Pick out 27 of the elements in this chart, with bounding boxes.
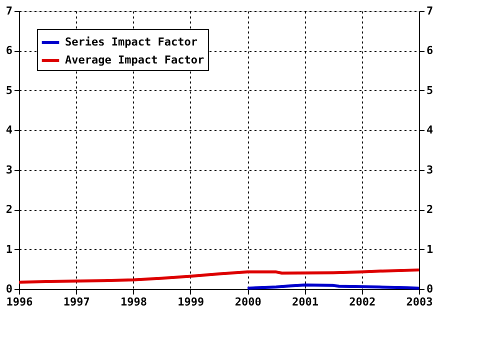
line-series bbox=[18, 268, 420, 284]
y2-tick-label: 1 bbox=[426, 242, 434, 256]
x-tick-label: 1999 bbox=[178, 296, 204, 308]
y2-tick-label: 0 bbox=[426, 282, 434, 296]
y-tick-label: 7 bbox=[6, 4, 12, 18]
x-tick-label: 1997 bbox=[63, 296, 90, 308]
y2-tick-label: 5 bbox=[426, 84, 434, 97]
y2-tick-label: 6 bbox=[426, 44, 434, 58]
y-tick-label: 3 bbox=[6, 163, 12, 176]
x-tick-label: 2002 bbox=[349, 296, 376, 308]
x-tick-label: 2001 bbox=[292, 296, 319, 308]
y-tick-label: 1 bbox=[6, 242, 13, 256]
x-tick-label: 2003 bbox=[406, 296, 433, 308]
x-tick-label: 1998 bbox=[120, 296, 148, 308]
y2-tick-label: 3 bbox=[426, 163, 434, 176]
y-tick-label: 2 bbox=[6, 203, 12, 216]
x-tick-label: 2000 bbox=[234, 296, 262, 308]
legend-label: Series Impact Factor bbox=[65, 36, 198, 48]
y-tick-label: 5 bbox=[6, 84, 12, 97]
y2-tick-label: 2 bbox=[426, 203, 434, 216]
x-tick-label: 1996 bbox=[6, 296, 34, 308]
y-tick-label: 0 bbox=[6, 282, 12, 296]
y-tick-label: 4 bbox=[6, 124, 13, 137]
y-tick-label: 6 bbox=[6, 44, 13, 58]
legend-label: Average Impact Factor bbox=[65, 54, 204, 66]
y2-tick-label: 4 bbox=[426, 124, 434, 137]
y2-tick-label: 7 bbox=[426, 4, 434, 18]
